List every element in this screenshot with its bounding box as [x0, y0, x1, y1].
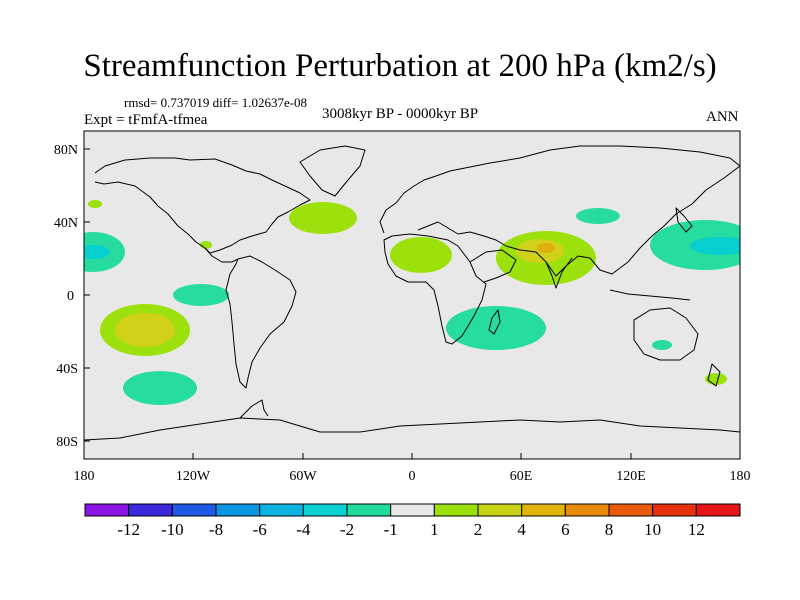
colorbar-swatch: [128, 503, 173, 517]
coast-asia: [417, 145, 740, 277]
anomaly-south-pacific-low: [123, 371, 197, 405]
coast-indonesia: [609, 289, 691, 301]
y-tick-labels: 80N 40N 0 40S 80S: [54, 143, 78, 450]
anomaly-south-asia-peak: [537, 243, 555, 253]
coast-australia: [633, 307, 699, 361]
anomaly-ne-pacific-core: [84, 245, 110, 259]
anomaly-panama-high: [200, 241, 212, 249]
colorbar-label: -6: [253, 520, 267, 539]
anomaly-contours: [84, 200, 740, 405]
xtick-label: 60W: [289, 469, 317, 484]
colorbar-label: -12: [117, 520, 140, 539]
coast-new-zealand: [707, 363, 721, 387]
anomaly-central-asia-low: [576, 208, 620, 224]
colorbar-label: 2: [474, 520, 483, 539]
x-tick-labels: 180 120W 60W 0 60E 120E 180: [74, 469, 751, 484]
colorbar-label: 10: [644, 520, 661, 539]
anomaly-north-africa-high: [390, 237, 452, 273]
colorbar: [84, 503, 741, 517]
coast-madagascar: [488, 309, 501, 335]
experiment-label: Expt = tFmfA-tfmea: [84, 112, 208, 128]
colorbar-swatch: [259, 503, 304, 517]
stats-text: rmsd= 0.737019 diff= 1.02637e-08: [124, 95, 308, 110]
ytick-label: 0: [67, 289, 74, 304]
coastlines: [84, 145, 740, 441]
colorbar-labels: -12 -10 -8 -6 -4 -2 -1 1 2 4 6 8 10 12: [117, 520, 704, 539]
colorbar-label: 4: [517, 520, 526, 539]
colorbar-swatch: [302, 503, 348, 517]
colorbar-swatch: [433, 503, 479, 517]
colorbar-label: -10: [161, 520, 184, 539]
colorbar-label: -8: [209, 520, 223, 539]
coast-arabia: [469, 249, 517, 283]
colorbar-swatch: [215, 503, 261, 517]
coast-india: [545, 257, 573, 289]
colorbar-swatch: [477, 503, 523, 517]
colorbar-label: -4: [296, 520, 311, 539]
colorbar-swatch: [652, 503, 697, 517]
colorbar-swatch: [346, 503, 392, 517]
ytick-label: 40N: [54, 216, 78, 231]
colorbar-swatch: [171, 503, 217, 517]
ytick-label: 80N: [54, 143, 78, 158]
colorbar-label: 12: [688, 520, 705, 539]
period-label: 3008kyr BP - 0000kyr BP: [322, 106, 479, 122]
xtick-label: 120E: [616, 469, 646, 484]
anomaly-north-atlantic-high: [289, 202, 357, 234]
xtick-label: 60E: [510, 469, 533, 484]
colorbar-swatch: [608, 503, 654, 517]
coast-antarctic-peninsula: [239, 399, 269, 419]
anomaly-east-pacific-low: [173, 284, 229, 306]
xtick-label: 120W: [176, 469, 211, 484]
colorbar-label: 6: [561, 520, 570, 539]
coast-europe: [379, 162, 491, 234]
coast-antarctica: [84, 417, 740, 441]
anomaly-australia-low: [652, 340, 672, 350]
colorbar-swatch: [521, 503, 566, 517]
colorbar-label: 8: [605, 520, 614, 539]
plot-title: Streamfunction Perturbation at 200 hPa (…: [83, 48, 717, 84]
colorbar-swatch: [695, 503, 741, 517]
xtick-label: 180: [730, 469, 751, 484]
colorbar-label: 1: [430, 520, 439, 539]
colorbar-label: -1: [384, 520, 398, 539]
anomaly-nw-pacific-core: [690, 237, 740, 255]
anomaly-madagascar-low: [446, 306, 546, 350]
tick-marks: [83, 148, 741, 459]
ytick-label: 40S: [56, 362, 78, 377]
anomaly-south-pacific-core: [115, 313, 175, 347]
colorbar-swatch: [390, 503, 435, 517]
ytick-label: 80S: [56, 435, 78, 450]
colorbar-label: -2: [340, 520, 354, 539]
colorbar-swatch: [564, 503, 610, 517]
coast-south-america: [225, 255, 297, 389]
coast-north-america: [94, 157, 311, 254]
coast-greenland: [299, 145, 366, 197]
coast-africa: [383, 233, 487, 345]
colorbar-swatch: [84, 503, 130, 517]
xtick-label: 180: [74, 469, 95, 484]
coast-japan: [675, 207, 693, 233]
anomaly-nw-atlantic-high: [88, 200, 102, 208]
season-label: ANN: [706, 109, 739, 125]
coast-central-america: [204, 247, 239, 263]
xtick-label: 0: [409, 469, 416, 484]
